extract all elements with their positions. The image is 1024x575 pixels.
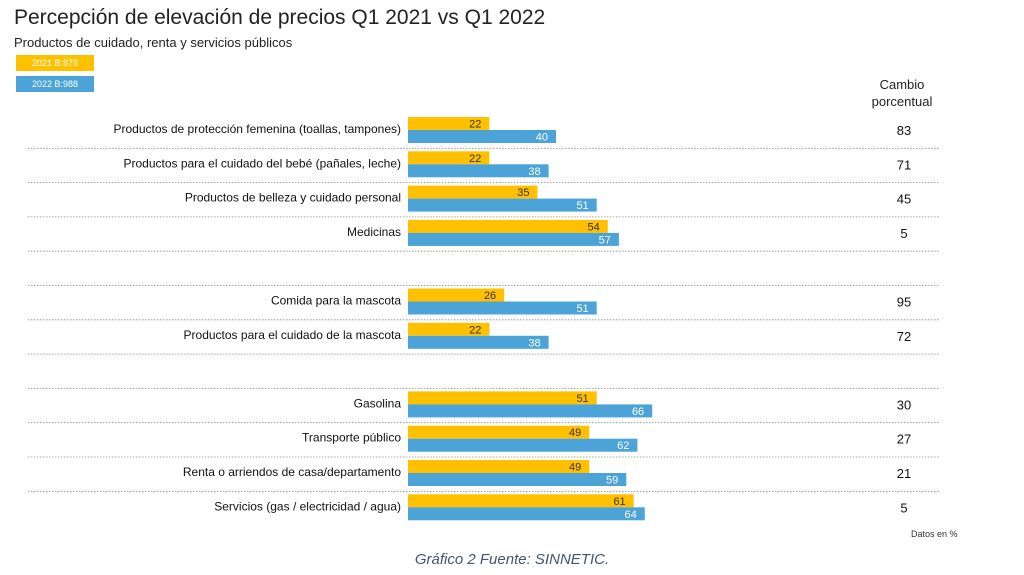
bar-2022 (408, 438, 638, 452)
percent-change-value: 5 (900, 226, 907, 241)
percent-change-value: 45 (897, 192, 911, 207)
percent-change-value: 21 (897, 466, 911, 481)
figure-caption: Gráfico 2 Fuente: SINNETIC. (414, 551, 610, 568)
bar-label-2021: 22 (469, 119, 481, 131)
percent-change-value: 71 (897, 157, 911, 172)
bar-2022 (408, 507, 645, 521)
bar-2021 (408, 460, 590, 473)
category-label: Productos de protección femenina (toalla… (114, 122, 402, 136)
bar-2022 (408, 473, 627, 486)
bar-label-2021: 26 (484, 290, 496, 302)
bar-2022 (408, 404, 653, 418)
category-label: Comida para la mascota (271, 294, 401, 308)
bar-2021 (408, 288, 505, 302)
bar-2021 (408, 151, 490, 165)
category-label: Productos para el cuidado de la mascota (184, 328, 402, 342)
percent-change-value: 27 (897, 432, 911, 447)
bar-2021 (408, 185, 538, 199)
bar-2021 (408, 425, 590, 439)
category-label: Gasolina (354, 396, 402, 410)
bar-label-2021: 22 (469, 153, 481, 165)
bar-2021 (408, 117, 490, 130)
category-label: Medicinas (347, 225, 401, 239)
bar-label-2022: 57 (599, 234, 611, 246)
bar-label-2022: 62 (617, 440, 629, 452)
bar-2022 (408, 164, 549, 178)
bar-2022 (408, 335, 549, 349)
bar-2022 (408, 198, 597, 212)
bar-2021 (408, 219, 608, 233)
legend-item-2021: 2021 B:879 (16, 55, 94, 71)
bar-label-2022: 59 (606, 475, 618, 487)
percent-change-value: 95 (897, 295, 911, 310)
bar-label-2022: 38 (528, 337, 540, 349)
bar-2021 (408, 494, 634, 508)
legend-item-2022: 2022 B:988 (16, 76, 94, 92)
bar-label-2021: 54 (588, 221, 600, 233)
bar-label-2022: 38 (528, 166, 540, 178)
percent-change-value: 72 (897, 329, 911, 344)
bar-label-2022: 40 (536, 132, 548, 144)
bar-label-2021: 35 (517, 187, 529, 199)
chart-subtitle: Productos de cuidado, renta y servicios … (14, 35, 293, 50)
bar-2021 (408, 391, 597, 405)
bar-2021 (408, 322, 490, 336)
bar-label-2022: 51 (576, 200, 588, 212)
bar-label-2022: 51 (576, 303, 588, 315)
chart-title: Percepción de elevación de precios Q1 20… (14, 6, 546, 29)
data-units-note: Datos en % (911, 529, 958, 539)
category-label: Renta o arriendos de casa/departamento (183, 465, 401, 479)
bar-2022 (408, 301, 597, 315)
bar-2022 (408, 130, 556, 143)
bar-label-2021: 49 (569, 427, 581, 439)
bar-label-2021: 22 (469, 324, 481, 336)
bar-2022 (408, 232, 619, 246)
bar-label-2021: 61 (613, 496, 625, 508)
category-label: Productos de belleza y cuidado personal (185, 191, 401, 205)
percent-change-value: 5 (900, 500, 907, 515)
bar-label-2022: 66 (632, 406, 644, 418)
change-column-header: Cambio porcentual (871, 77, 933, 109)
bar-label-2022: 64 (625, 509, 637, 521)
category-label: Productos para el cuidado del bebé (paña… (123, 156, 401, 170)
category-label: Servicios (gas / electricidad / agua) (214, 499, 401, 513)
bar-label-2021: 49 (569, 462, 581, 474)
bar-label-2021: 51 (576, 393, 588, 405)
category-label: Transporte público (302, 431, 401, 445)
percent-change-value: 83 (897, 123, 911, 138)
percent-change-value: 30 (897, 397, 911, 412)
